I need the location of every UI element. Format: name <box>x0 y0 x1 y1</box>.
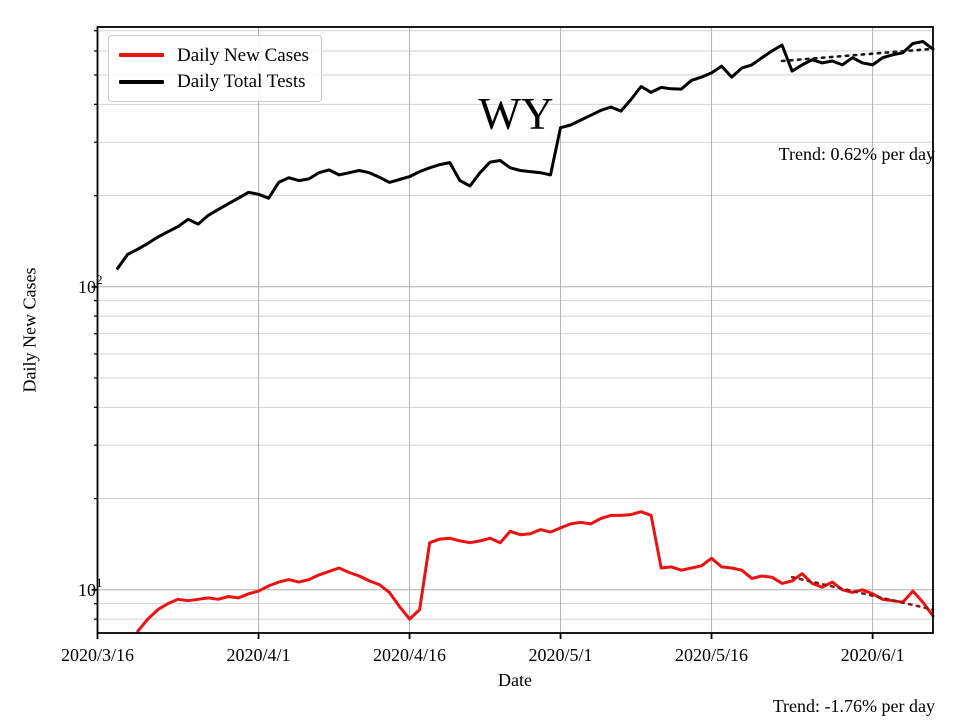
x-axis-label: Date <box>498 670 532 690</box>
legend-item-daily-total-tests: Daily Total Tests <box>119 72 321 91</box>
series-daily-total-tests-trend <box>780 47 935 63</box>
y-tick-label: 101 <box>78 575 103 600</box>
legend-label: Daily New Cases <box>177 44 309 66</box>
x-tick-label: 2020/5/1 <box>529 645 593 665</box>
legend: Daily New Cases Daily Total Tests <box>108 35 322 102</box>
x-tick-label: 2020/4/16 <box>373 645 446 665</box>
x-tick-label: 2020/5/16 <box>675 645 748 665</box>
tests-trend-annotation: Trend: 0.62% per day <box>778 144 935 164</box>
y-tick-label: 102 <box>78 272 103 297</box>
x-tick-label: 2020/3/16 <box>61 645 134 665</box>
chart-title: WY <box>478 89 554 139</box>
series-daily-total-tests <box>116 40 935 270</box>
cases-trend-annotation: Trend: -1.76% per day <box>772 696 935 716</box>
black-line-swatch-icon <box>119 79 164 84</box>
series-daily-new-cases-trend <box>790 575 935 611</box>
red-line-swatch-icon <box>119 53 164 58</box>
x-tick-label: 2020/4/1 <box>227 645 291 665</box>
legend-label: Daily Total Tests <box>177 71 306 93</box>
x-tick-label: 2020/6/1 <box>841 645 905 665</box>
legend-item-daily-new-cases: Daily New Cases <box>119 46 321 65</box>
y-axis-label: Daily New Cases <box>19 267 40 393</box>
plot-border <box>96 26 934 634</box>
series-daily-new-cases <box>136 510 935 633</box>
